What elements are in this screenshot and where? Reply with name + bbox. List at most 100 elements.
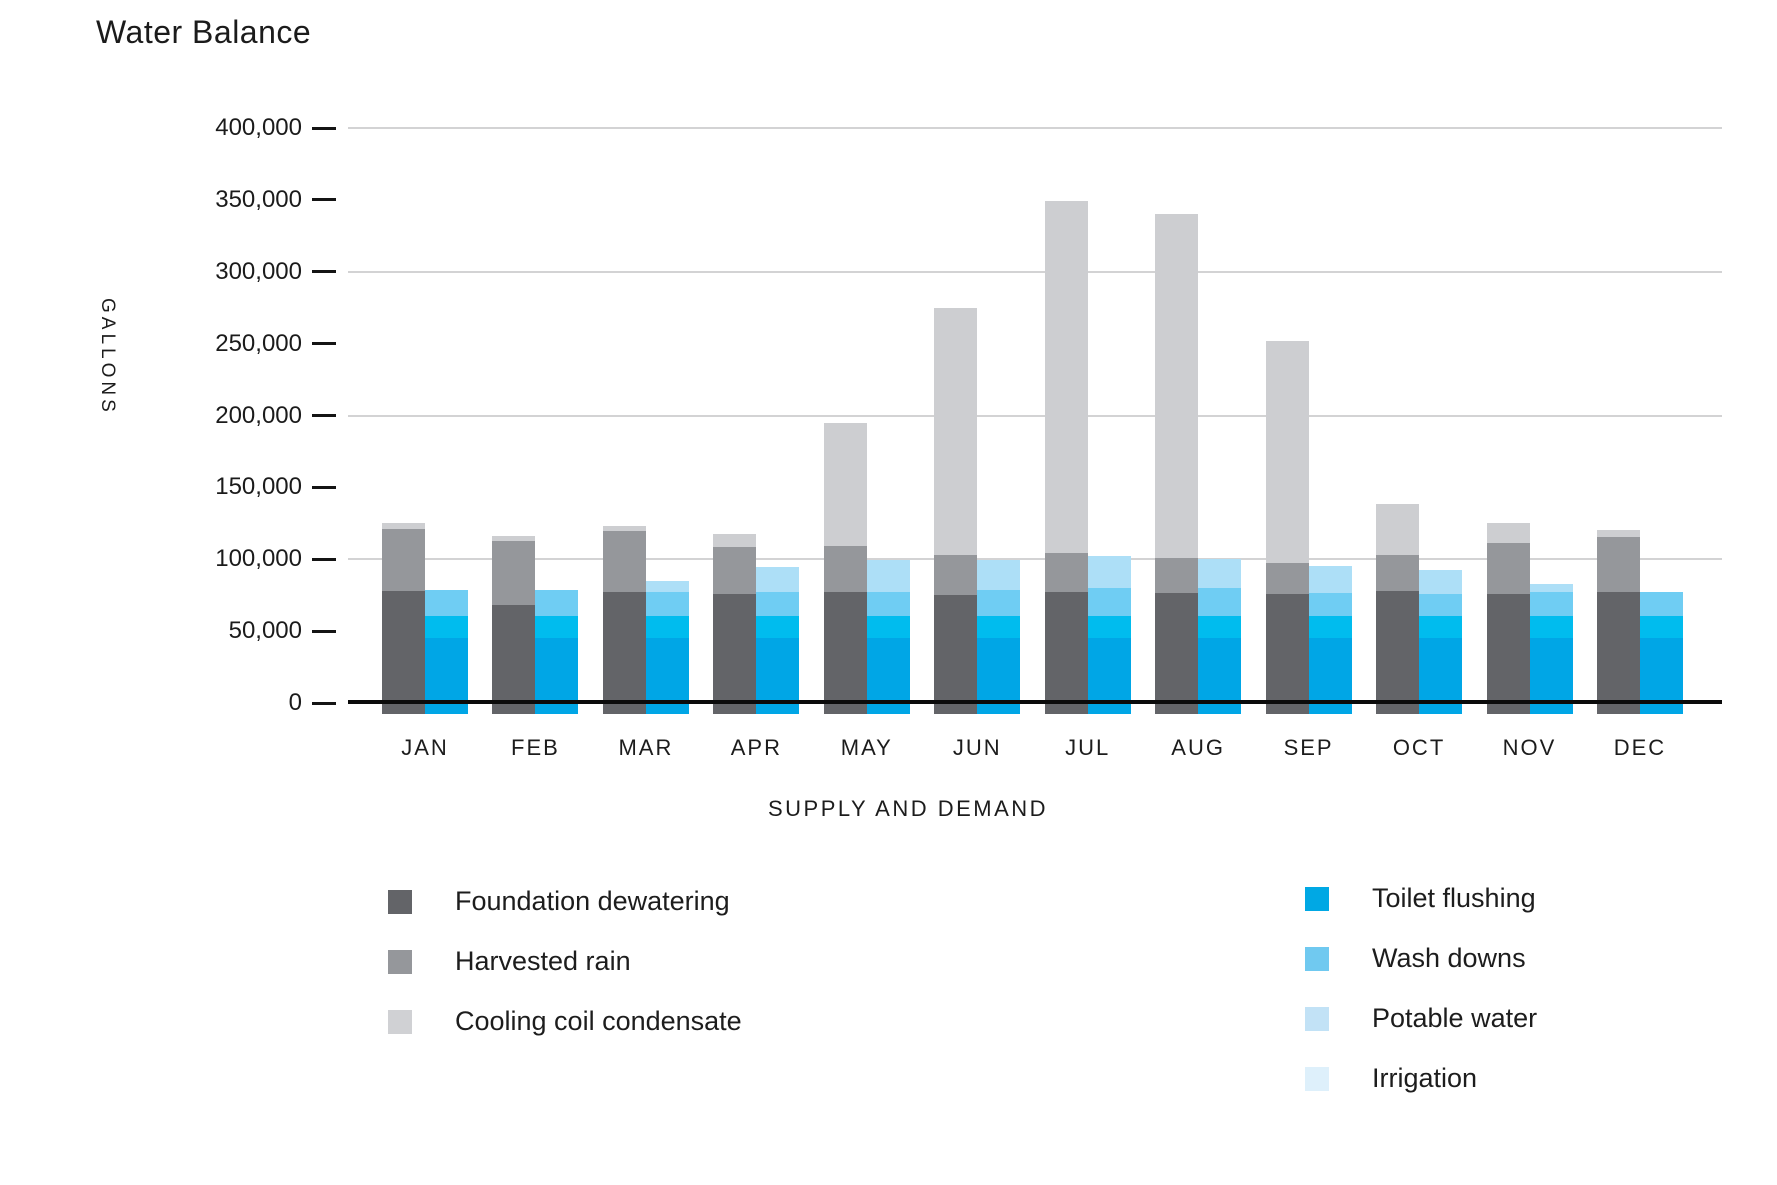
y-tick-label: 350,000 <box>215 185 302 213</box>
bar-may-demand-segment <box>866 616 910 638</box>
bar-sep-supply-segment <box>1265 562 1309 595</box>
bar-aug-demand-segment <box>1198 588 1242 617</box>
bar-jan-supply-segment <box>382 523 425 530</box>
bar-aug-supply-segment <box>1155 557 1199 594</box>
y-tick <box>312 342 336 346</box>
x-tick-label: MAR <box>618 735 674 760</box>
bar-oct-demand-segment <box>1419 570 1463 594</box>
bar-feb-supply-segment <box>492 535 536 541</box>
bar-sep-supply-segment <box>1265 594 1309 714</box>
y-tick <box>312 198 336 202</box>
y-tick <box>312 629 336 633</box>
y-tick-label: 200,000 <box>215 401 302 429</box>
x-tick-label: APR <box>730 735 782 760</box>
bar-jul-supply-segment <box>1044 201 1088 553</box>
x-tick-label: MAY <box>840 735 893 760</box>
y-tick-label: 50,000 <box>228 617 302 645</box>
bar-jul-demand-segment <box>1087 555 1131 588</box>
legend-label: Harvested rain <box>455 946 631 976</box>
bar-apr-supply-segment <box>713 594 757 714</box>
bar-apr-demand-segment <box>756 616 800 638</box>
x-axis-label: SUPPLY AND DEMAND <box>767 796 1049 821</box>
bar-jan-demand-segment <box>425 616 468 638</box>
bar-mar-demand-segment <box>645 580 689 593</box>
gridline <box>348 558 1722 561</box>
bar-jan-demand-segment <box>425 590 468 617</box>
bar-oct-supply-segment <box>1376 554 1420 591</box>
bar-jun-demand-segment <box>977 590 1021 617</box>
legend-swatch <box>388 890 412 914</box>
x-tick-label: JAN <box>401 735 449 760</box>
legend-label: Potable water <box>1372 1003 1538 1033</box>
gridline <box>348 127 1722 129</box>
bar-jun-supply-segment <box>934 308 978 555</box>
legend-swatch <box>388 950 412 974</box>
bar-nov-demand-segment <box>1529 584 1573 593</box>
legend-swatch <box>1305 1067 1329 1091</box>
bar-aug-demand-segment <box>1198 616 1242 638</box>
bar-mar-supply-segment <box>602 526 646 532</box>
y-tick-label: 300,000 <box>215 257 302 285</box>
bar-apr-supply-segment <box>713 547 757 595</box>
x-tick-label: JUN <box>952 735 1002 760</box>
bar-may-demand-segment <box>866 591 910 617</box>
bar-nov-demand-segment <box>1529 616 1573 638</box>
bar-apr-demand-segment <box>756 567 800 593</box>
bar-sep-demand-segment <box>1308 616 1352 638</box>
legend-label: Toilet flushing <box>1372 883 1536 913</box>
bar-aug-supply-segment <box>1155 214 1199 558</box>
y-tick-label: 400,000 <box>215 114 302 141</box>
gridline <box>348 270 1722 273</box>
bar-apr-supply-segment <box>713 534 757 548</box>
bar-jan-supply-segment <box>382 529 425 591</box>
bar-jun-supply-segment <box>934 595 978 714</box>
y-tick <box>312 485 336 489</box>
bar-feb-supply-segment <box>492 605 536 714</box>
bar-apr-demand-segment <box>756 592 800 617</box>
bar-may-supply-segment <box>823 546 867 592</box>
bar-mar-supply-segment <box>602 592 646 714</box>
legend-label: Foundation dewatering <box>455 886 730 916</box>
bar-sep-demand-segment <box>1308 566 1352 594</box>
bar-jun-supply-segment <box>934 554 978 596</box>
x-tick-label: SEP <box>1283 735 1334 760</box>
legend-label: Wash downs <box>1372 943 1526 973</box>
bar-dec-supply-segment <box>1596 529 1640 537</box>
bar-oct-supply-segment <box>1376 503 1420 555</box>
y-tick <box>312 126 336 130</box>
bar-dec-demand-segment <box>1639 616 1683 638</box>
x-axis-line <box>348 700 1722 704</box>
bar-mar-demand-segment <box>645 592 689 617</box>
bar-dec-demand-segment <box>1639 591 1683 617</box>
legend-swatch <box>388 1010 412 1034</box>
bar-jul-demand-segment <box>1087 588 1131 617</box>
legend-swatch <box>1305 947 1329 971</box>
chart-title: Water Balance <box>96 14 312 50</box>
bar-feb-demand-segment <box>535 590 579 617</box>
x-tick-label: NOV <box>1502 735 1557 760</box>
bar-oct-demand-segment <box>1419 616 1463 638</box>
bar-sep-supply-segment <box>1265 340 1309 563</box>
y-tick-label: 250,000 <box>215 329 302 357</box>
bar-nov-supply-segment <box>1486 523 1530 544</box>
bar-feb-demand-segment <box>535 616 579 638</box>
y-tick-label: 0 <box>288 689 302 716</box>
bar-jul-supply-segment <box>1044 552 1088 592</box>
bar-dec-supply-segment <box>1596 536 1640 593</box>
x-tick-label: JUL <box>1065 735 1111 760</box>
y-tick <box>312 701 336 705</box>
y-tick <box>312 414 336 417</box>
legend-swatch <box>1305 887 1329 911</box>
bar-dec-supply-segment <box>1596 592 1640 714</box>
bar-nov-supply-segment <box>1486 543 1530 595</box>
bar-oct-supply-segment <box>1376 590 1420 714</box>
legend-label: Cooling coil condensate <box>455 1006 742 1036</box>
bar-may-supply-segment <box>823 422 867 547</box>
legend-swatch <box>1305 1007 1329 1031</box>
bar-aug-supply-segment <box>1155 593 1199 714</box>
bar-nov-supply-segment <box>1486 594 1530 714</box>
y-tick <box>312 557 336 561</box>
x-tick-label: OCT <box>1392 735 1446 760</box>
bar-mar-demand-segment <box>645 616 689 638</box>
